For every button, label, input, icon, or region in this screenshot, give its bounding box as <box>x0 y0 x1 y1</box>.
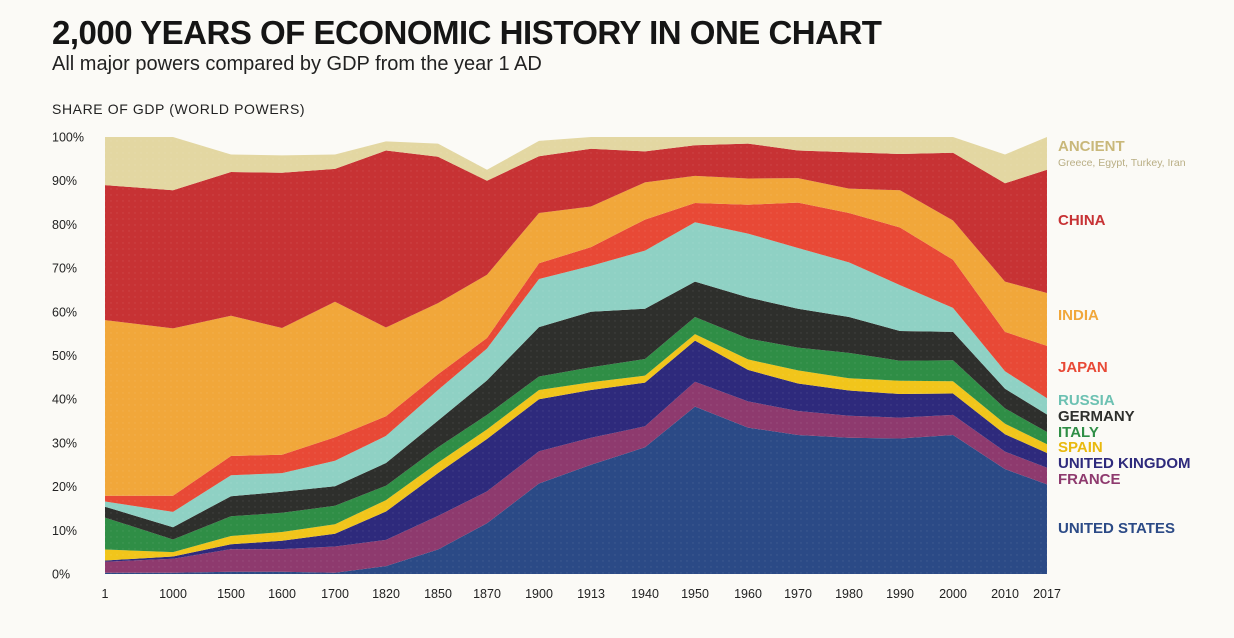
chart-subtitle: All major powers compared by GDP from th… <box>52 53 542 75</box>
legend-label-spain: SPAIN <box>1058 439 1103 456</box>
legend-label-russia: RUSSIA <box>1058 392 1115 409</box>
x-tick-label: 1960 <box>734 587 762 601</box>
y-tick-label: 100% <box>52 131 84 145</box>
x-tick-label: 1600 <box>268 587 296 601</box>
legend-label-ancient: ANCIENT <box>1058 138 1125 155</box>
y-axis-ticks: 0% 10% 20% 30% 40% 50% 60% 70% 80% 90% 100% <box>52 131 84 582</box>
y-tick-label: 20% <box>52 480 77 494</box>
x-tick-label: 1950 <box>681 587 709 601</box>
x-tick-label: 2017 <box>1033 587 1061 601</box>
x-axis-ticks: 1 1000 1500 1600 1700 1820 1850 1870 1900 1913 194… <box>102 587 1061 601</box>
legend-label-uk: UNITED KINGDOM <box>1058 455 1191 472</box>
x-tick-label: 1000 <box>159 587 187 601</box>
x-tick-label: 1900 <box>525 587 553 601</box>
x-tick-label: 1980 <box>835 587 863 601</box>
x-tick-label: 1913 <box>577 587 605 601</box>
legend-label-us: UNITED STATES <box>1058 520 1175 537</box>
legend-label-india: INDIA <box>1058 307 1099 324</box>
x-tick-label: 1850 <box>424 587 452 601</box>
y-tick-label: 80% <box>52 218 77 232</box>
y-tick-label: 0% <box>52 568 70 582</box>
x-tick-label: 1970 <box>784 587 812 601</box>
x-tick-label: 1870 <box>473 587 501 601</box>
y-tick-label: 30% <box>52 436 77 450</box>
texture-overlay <box>105 137 1047 574</box>
x-tick-label: 1 <box>102 587 109 601</box>
legend-label-germany: GERMANY <box>1058 408 1135 425</box>
legend: ANCIENT Greece, Egypt, Turkey, Iran CHIN… <box>1058 138 1191 537</box>
legend-label-italy: ITALY <box>1058 424 1099 441</box>
y-tick-label: 70% <box>52 262 77 276</box>
x-tick-label: 1500 <box>217 587 245 601</box>
x-tick-label: 2010 <box>991 587 1019 601</box>
legend-label-china: CHINA <box>1058 212 1106 229</box>
chart-title: 2,000 YEARS OF ECONOMIC HISTORY IN ONE C… <box>52 14 882 51</box>
y-tick-label: 10% <box>52 524 77 538</box>
y-tick-label: 40% <box>52 393 77 407</box>
y-tick-label: 90% <box>52 174 77 188</box>
x-tick-label: 2000 <box>939 587 967 601</box>
legend-sublabel-ancient: Greece, Egypt, Turkey, Iran <box>1058 157 1186 169</box>
y-tick-label: 50% <box>52 349 77 363</box>
legend-label-france: FRANCE <box>1058 471 1121 488</box>
y-tick-label: 60% <box>52 305 77 319</box>
x-tick-label: 1990 <box>886 587 914 601</box>
x-tick-label: 1700 <box>321 587 349 601</box>
legend-label-japan: JAPAN <box>1058 359 1108 376</box>
y-axis-label: SHARE OF GDP (WORLD POWERS) <box>52 101 306 117</box>
dot-texture <box>105 137 1047 574</box>
x-tick-label: 1940 <box>631 587 659 601</box>
x-tick-label: 1820 <box>372 587 400 601</box>
